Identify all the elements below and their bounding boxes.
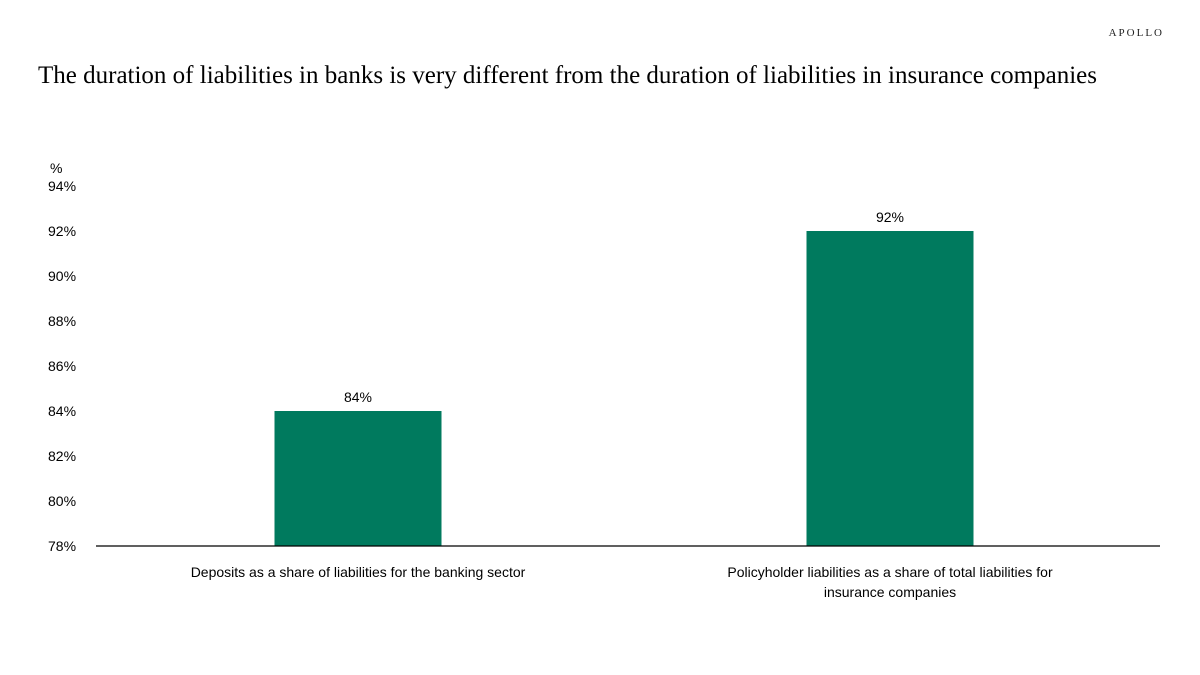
chart-title: The duration of liabilities in banks is … [38,62,1097,89]
y-tick-label: 92% [48,223,76,239]
y-tick-label: 78% [48,538,76,554]
bars [274,231,974,546]
y-axis-unit-label: % [50,160,62,176]
data-label-2: 92% [876,209,904,225]
y-tick-label: 88% [48,313,76,329]
data-labels: 84% 92% [344,209,904,405]
y-tick-label: 86% [48,358,76,374]
x-axis-category-labels: Deposits as a share of liabilities for t… [191,564,1053,600]
bar-2 [806,231,974,546]
x-category-label-1: Deposits as a share of liabilities for t… [191,564,526,580]
y-axis-ticks: 78% 80% 82% 84% 86% 88% 90% 92% 94% [48,178,76,554]
y-tick-label: 94% [48,178,76,194]
y-tick-label: 84% [48,403,76,419]
y-tick-label: 82% [48,448,76,464]
y-tick-label: 90% [48,268,76,284]
bar-1 [274,411,442,546]
data-label-1: 84% [344,389,372,405]
y-tick-label: 80% [48,493,76,509]
brand-logo: APOLLO [1108,27,1164,39]
x-category-label-2: Policyholder liabilities as a share of t… [727,564,1053,600]
